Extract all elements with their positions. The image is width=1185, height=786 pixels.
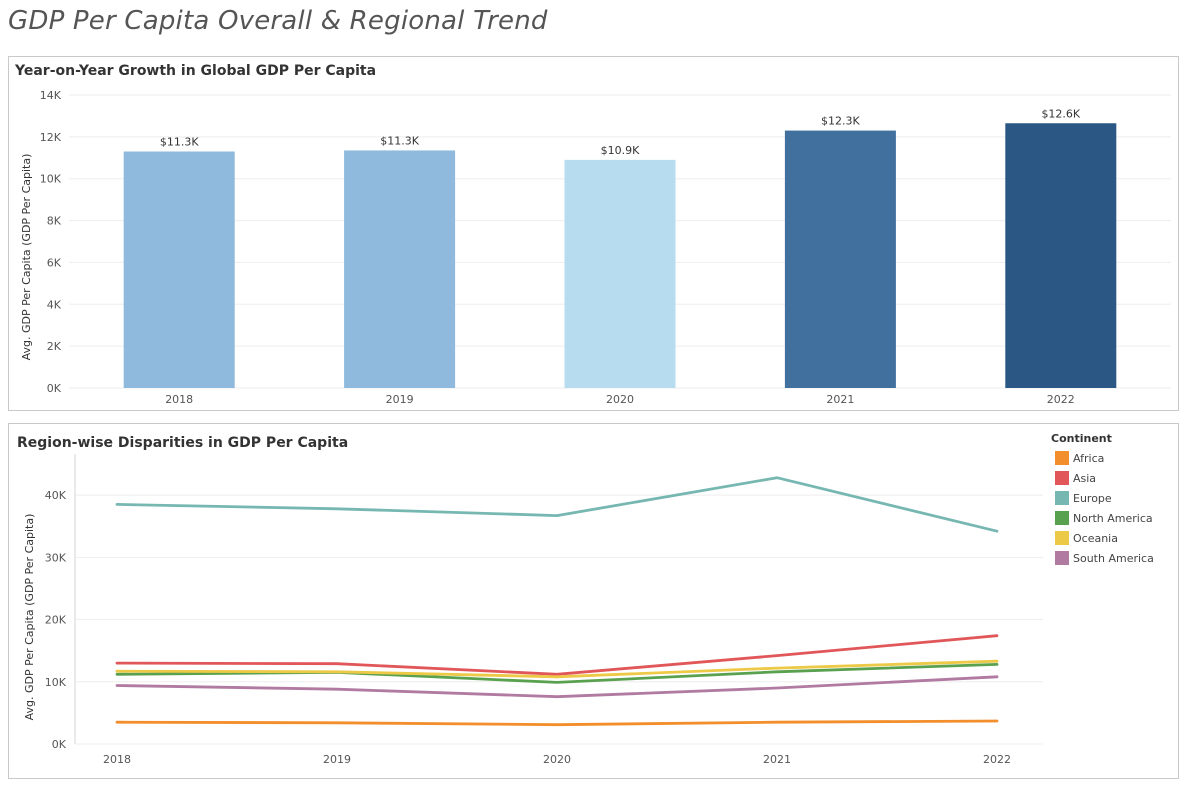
bar <box>123 151 235 388</box>
bar-data-label: $12.3K <box>821 115 860 128</box>
legend-item-label: Europe <box>1073 492 1112 505</box>
bar-y-tick-label: 12K <box>40 131 62 144</box>
dashboard-title: GDP Per Capita Overall & Regional Trend <box>8 6 548 36</box>
bar-y-tick-label: 14K <box>40 89 62 102</box>
line-y-tick-label: 0K <box>52 738 67 751</box>
series-line-south-america <box>115 675 999 699</box>
bar-chart-y-axis-label: Avg. GDP Per Capita (GDP Per Capita) <box>20 154 33 361</box>
series-line-asia <box>115 634 999 676</box>
bar <box>1005 123 1117 388</box>
bar-y-tick-label: 10K <box>40 173 62 186</box>
bar-data-label: $10.9K <box>601 144 640 157</box>
line-y-tick-label: 40K <box>45 489 67 502</box>
series-line-north-america <box>115 662 999 684</box>
bar <box>784 130 896 388</box>
legend-item-label: North America <box>1073 512 1153 525</box>
legend-swatch <box>1055 511 1069 525</box>
line-x-tick-label: 2020 <box>543 753 571 766</box>
line-x-tick-label: 2018 <box>103 753 131 766</box>
bar-y-tick-label: 6K <box>47 256 62 269</box>
bar <box>564 159 676 388</box>
line-y-tick-label: 10K <box>45 676 67 689</box>
line-y-tick-label: 30K <box>45 551 67 564</box>
bar <box>344 150 456 388</box>
legend-swatch <box>1055 451 1069 465</box>
legend-item-label: Africa <box>1073 452 1104 465</box>
bar-data-label: $11.3K <box>380 134 419 147</box>
bar-chart-title: Year-on-Year Growth in Global GDP Per Ca… <box>15 63 377 79</box>
legend-swatch <box>1055 491 1069 505</box>
bar-y-tick-label: 4K <box>47 298 62 311</box>
bar-chart: Avg. GDP Per Capita (GDP Per Capita) 0K 2… <box>20 89 1171 406</box>
line-y-tick-label: 20K <box>45 614 67 627</box>
bar-y-tick-label: 2K <box>47 340 62 353</box>
line-chart: Avg. GDP Per Capita (GDP Per Capita) 0K 1… <box>23 432 1154 766</box>
legend-item-label: Oceania <box>1073 532 1118 545</box>
bar-x-tick-label: 2019 <box>386 393 414 406</box>
legend-item-label: Asia <box>1073 472 1096 485</box>
bar-y-tick-label: 8K <box>47 215 62 228</box>
regional-disparities-panel: Region-wise Disparities in GDP Per Capit… <box>8 423 1179 779</box>
bar-y-tick-label: 0K <box>47 382 62 395</box>
bar-data-label: $11.3K <box>160 136 199 149</box>
legend-title: Continent <box>1051 432 1112 445</box>
legend-swatch <box>1055 551 1069 565</box>
bar-x-tick-label: 2020 <box>606 393 634 406</box>
line-chart-title: Region-wise Disparities in GDP Per Capit… <box>17 435 349 451</box>
line-x-tick-label: 2019 <box>323 753 351 766</box>
bar-x-tick-label: 2018 <box>165 393 193 406</box>
legend-item-label: South America <box>1073 552 1154 565</box>
line-x-tick-label: 2022 <box>983 753 1011 766</box>
line-x-tick-label: 2021 <box>763 753 791 766</box>
bar-x-tick-label: 2022 <box>1047 393 1075 406</box>
bar-data-label: $12.6K <box>1041 107 1080 120</box>
bar-x-tick-label: 2021 <box>826 393 854 406</box>
global-growth-panel: Year-on-Year Growth in Global GDP Per Ca… <box>8 56 1179 411</box>
series-line-oceania <box>115 659 999 679</box>
series-line-europe <box>115 476 999 533</box>
line-chart-y-axis-label: Avg. GDP Per Capita (GDP Per Capita) <box>23 514 36 721</box>
legend-swatch <box>1055 471 1069 485</box>
series-line-africa <box>115 719 999 727</box>
legend-swatch <box>1055 531 1069 545</box>
